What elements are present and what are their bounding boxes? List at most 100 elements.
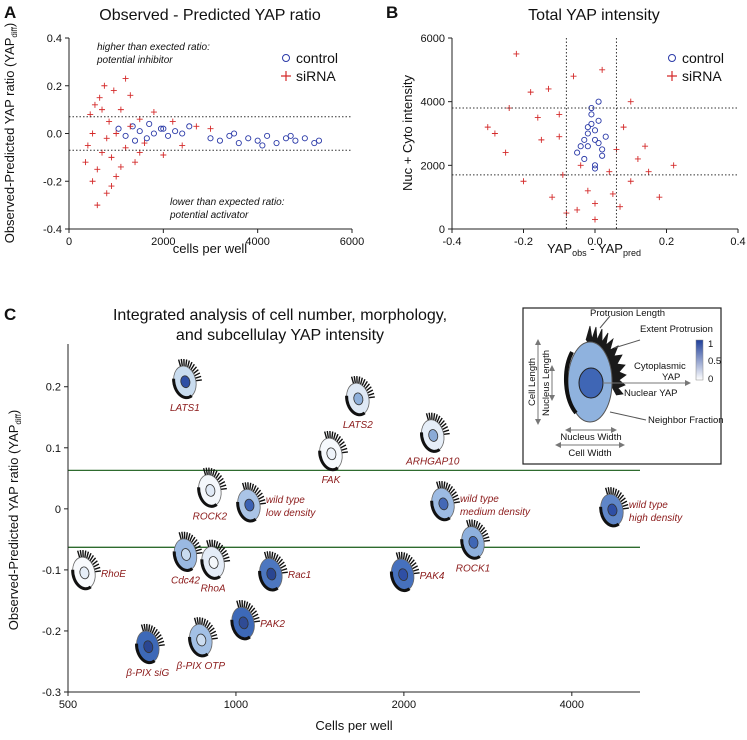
y-axis-label: Nuc + Cyto intensity [400, 75, 415, 191]
point [99, 106, 106, 113]
nucleus [266, 567, 277, 581]
point [169, 118, 176, 125]
neighbor-edge [135, 643, 156, 665]
point [117, 106, 124, 113]
point [527, 89, 534, 96]
point [534, 114, 541, 121]
point [606, 168, 613, 175]
point [146, 120, 153, 127]
cell-glyph [71, 549, 101, 591]
y-tick-label: 0.4 [47, 33, 62, 45]
point [103, 135, 110, 142]
x-axis-label: YAPobs - YAPpred [547, 241, 641, 258]
neighbor-edge [200, 559, 221, 580]
nucleus [79, 566, 90, 580]
label-sub: obs [572, 248, 587, 258]
protrusions [236, 600, 261, 623]
point [545, 85, 552, 92]
protrusions [193, 617, 218, 640]
protrusions [436, 481, 461, 504]
inset-label: Protrusion Length [590, 308, 665, 319]
cell-glyph [419, 412, 450, 453]
panel-letter: C [4, 305, 16, 324]
annotation: potential activator [169, 210, 249, 221]
point [157, 125, 165, 132]
nucleus [428, 429, 439, 442]
cell-glyph [430, 481, 461, 522]
point [645, 168, 652, 175]
pointer [613, 339, 641, 349]
neighbor-edge [258, 570, 279, 592]
protrusions [425, 412, 450, 436]
cell-label: low density [266, 508, 316, 519]
point [609, 190, 616, 197]
y-tick-label: 6000 [421, 33, 445, 45]
point [113, 130, 120, 137]
point [160, 151, 167, 158]
point [484, 124, 491, 131]
x-tick-label: 0.4 [730, 236, 745, 248]
point [113, 173, 120, 180]
protrusions [323, 430, 348, 454]
point [108, 183, 115, 190]
point [595, 117, 602, 124]
point [599, 66, 606, 73]
point [101, 82, 108, 89]
y-tick-label: -0.1 [42, 565, 61, 577]
y-tick-label: 0 [439, 224, 445, 236]
protrusions [202, 467, 227, 491]
legend-marker [282, 54, 290, 62]
point [84, 142, 91, 149]
point [642, 143, 649, 150]
neighbor-edge [71, 569, 92, 591]
point [591, 162, 599, 169]
point [96, 94, 103, 101]
point [588, 120, 595, 127]
point [556, 133, 563, 140]
point [216, 137, 223, 144]
neighbor-edge [188, 636, 209, 658]
panel-letter: A [4, 3, 16, 22]
point [193, 123, 200, 130]
y-tick-label: 4000 [421, 97, 445, 109]
pointer [599, 315, 611, 329]
point [592, 200, 598, 207]
cell-label: wild type [266, 495, 305, 506]
cell-label: PAK4 [420, 571, 445, 582]
point [591, 127, 599, 134]
point [273, 139, 280, 147]
cell-label: ROCK2 [193, 512, 228, 523]
point [106, 118, 113, 125]
label-part: YAP [547, 241, 572, 256]
point [627, 98, 634, 105]
protrusions [350, 375, 375, 399]
cell-label: RhoE [101, 569, 126, 580]
point [538, 136, 545, 143]
colorbar-tick: 1 [708, 339, 713, 350]
label-part: ) [2, 23, 17, 27]
label-part: Observed-Predicted YAP ratio (YAP [6, 425, 21, 631]
cell-label: Cdc42 [171, 576, 200, 587]
panel-letter: B [386, 3, 398, 22]
point [91, 101, 98, 108]
y-tick-label: 0 [55, 504, 61, 516]
point [207, 125, 214, 132]
point [670, 162, 677, 169]
inset-label: Neighbor Fraction [648, 415, 724, 426]
cell-label: Rac1 [288, 570, 311, 581]
point [574, 149, 581, 156]
inset-label: Nucleus Length [541, 350, 552, 416]
annotation: higher than exected ratio: [97, 42, 210, 53]
y-axis-label: Observed-Predicted YAP ratio (YAPdiff) [2, 23, 19, 244]
point [160, 125, 167, 132]
point [231, 130, 238, 137]
x-tick-label: -0.2 [514, 236, 533, 248]
point [110, 87, 117, 94]
point [103, 190, 110, 197]
point [584, 187, 591, 194]
neighbor-edge [460, 539, 481, 560]
chart-title: and subcellulay YAP intensity [176, 327, 384, 344]
y-tick-label: -0.2 [42, 626, 61, 638]
point [179, 142, 186, 149]
nucleus [326, 447, 337, 461]
